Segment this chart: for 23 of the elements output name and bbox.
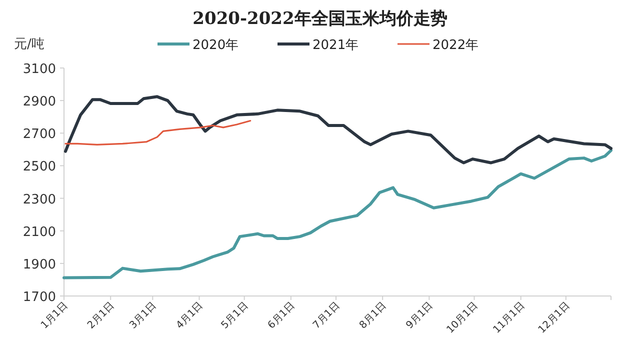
y-axis-title: 元/吨	[14, 37, 44, 52]
y-tick-label: 2500	[22, 160, 56, 175]
y-tick-label: 3100	[22, 62, 56, 77]
legend-label: 2020年	[192, 38, 239, 53]
x-tick-label: 12月1日	[536, 300, 572, 336]
x-tick-label: 11月1日	[492, 300, 527, 336]
y-tick-label: 2900	[22, 94, 56, 110]
x-tick-label: 10月1日	[444, 300, 480, 336]
chart-title: 2020-2022年全国玉米均价走势	[192, 9, 448, 29]
y-tick-label: 2700	[22, 127, 56, 142]
x-tick-label: 7月1日	[311, 300, 342, 332]
x-tick-label: 4月1日	[174, 300, 206, 332]
legend-label: 2022年	[432, 38, 479, 53]
y-tick-label: 2300	[22, 192, 56, 208]
x-tick-label: 5月1日	[220, 300, 250, 332]
x-tick-label: 6月1日	[266, 300, 298, 332]
y-tick-label: 1900	[22, 257, 56, 272]
x-tick-label: 9月1日	[404, 300, 436, 332]
legend-label: 2021年	[312, 38, 359, 53]
x-tick-label: 8月1日	[358, 300, 389, 332]
x-tick-label: 2月1日	[86, 300, 117, 332]
y-tick-label: 2100	[22, 224, 56, 240]
x-tick-label: 3月1日	[128, 300, 159, 332]
